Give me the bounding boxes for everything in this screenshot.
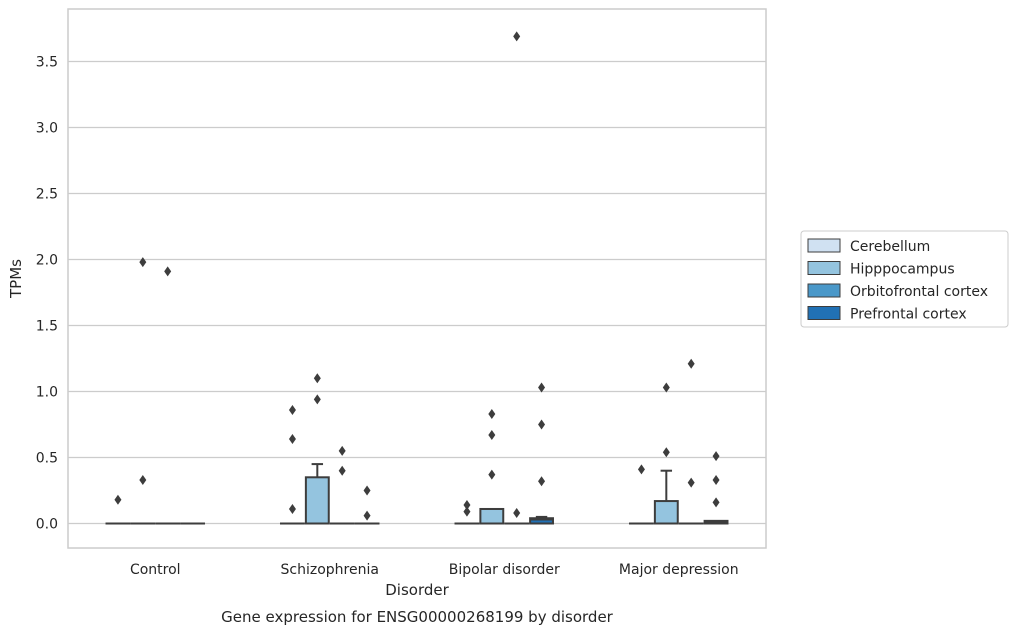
outlier-point — [488, 408, 496, 419]
axis-ticks: 0.0 0.5 1.0 1.5 2.0 2.5 3.0 3.5 Control Schizophr… — [36, 55, 739, 579]
y-tick-label: 2.0 — [36, 253, 58, 269]
legend-swatch — [807, 261, 841, 275]
outlier-point — [463, 500, 471, 511]
y-tick-label: 2.5 — [36, 187, 58, 203]
legend-label: Cerebellum — [850, 239, 930, 255]
y-tick-label: 3.5 — [36, 55, 58, 71]
outlier-point — [488, 469, 496, 480]
outlier-point — [637, 464, 645, 475]
chart-caption: Gene expression for ENSG00000268199 by d… — [221, 608, 614, 626]
outlier-point — [488, 430, 496, 441]
x-axis-label: Disorder — [385, 581, 449, 599]
legend-label: Orbitofrontal cortex — [850, 284, 988, 300]
outlier-point — [513, 507, 521, 518]
box-body — [653, 500, 679, 525]
y-tick-label: 0.5 — [36, 451, 58, 467]
y-tick-label: 1.0 — [36, 385, 58, 401]
gridlines — [68, 60, 766, 525]
outlier-point — [338, 465, 346, 476]
outlier-point — [712, 474, 720, 485]
outlier-point — [288, 404, 296, 415]
y-tick-label: 0.0 — [36, 517, 58, 533]
outlier-point — [538, 419, 546, 430]
outlier-point — [538, 382, 546, 393]
box-hipppocampus — [653, 469, 679, 525]
outlier-point — [712, 451, 720, 462]
x-tick-label: Schizophrenia — [281, 562, 379, 578]
y-axis-label: TPMs — [7, 259, 25, 299]
legend-label: Hipppocampus — [850, 262, 955, 278]
outlier-point — [538, 476, 546, 487]
x-tick-label: Control — [130, 562, 181, 578]
outlier-point — [288, 503, 296, 514]
outlier-point — [662, 447, 670, 458]
legend-swatch — [807, 283, 841, 298]
outlier-point — [288, 434, 296, 445]
box-hipppocampus — [479, 507, 505, 525]
y-tick-label: 1.5 — [36, 319, 58, 335]
outlier-point — [338, 445, 346, 456]
box-body — [479, 507, 505, 525]
outlier-point — [139, 474, 147, 485]
outlier-point — [313, 394, 321, 405]
boxes — [105, 463, 729, 525]
outlier-point — [687, 358, 695, 369]
x-tick-label: Major depression — [619, 562, 739, 578]
box-body — [529, 517, 554, 525]
box-body — [304, 476, 330, 525]
outlier-point — [164, 266, 172, 277]
outlier-point — [712, 497, 720, 508]
legend-label: Prefrontal cortex — [850, 307, 967, 323]
legend-swatch — [807, 306, 841, 320]
box-prefrontal-cortex — [703, 519, 729, 525]
box-hipppocampus — [304, 463, 330, 525]
outlier-point — [513, 31, 521, 42]
outlier-point — [363, 485, 371, 496]
legend: Cerebellum Hipppocampus Orbitofrontal cort… — [800, 230, 1009, 328]
y-tick-label: 3.0 — [36, 121, 58, 137]
outlier-points — [114, 31, 720, 521]
plot-frame — [67, 8, 767, 549]
outlier-point — [114, 494, 122, 505]
box-prefrontal-cortex — [529, 515, 554, 525]
x-tick-label: Bipolar disorder — [449, 562, 560, 578]
outlier-point — [662, 382, 670, 393]
outlier-point — [313, 373, 321, 384]
outlier-point — [463, 506, 471, 517]
legend-frame — [800, 230, 1009, 328]
outlier-point — [363, 510, 371, 521]
outlier-point — [139, 257, 147, 268]
legend-swatch — [807, 238, 841, 253]
outlier-point — [687, 477, 695, 488]
